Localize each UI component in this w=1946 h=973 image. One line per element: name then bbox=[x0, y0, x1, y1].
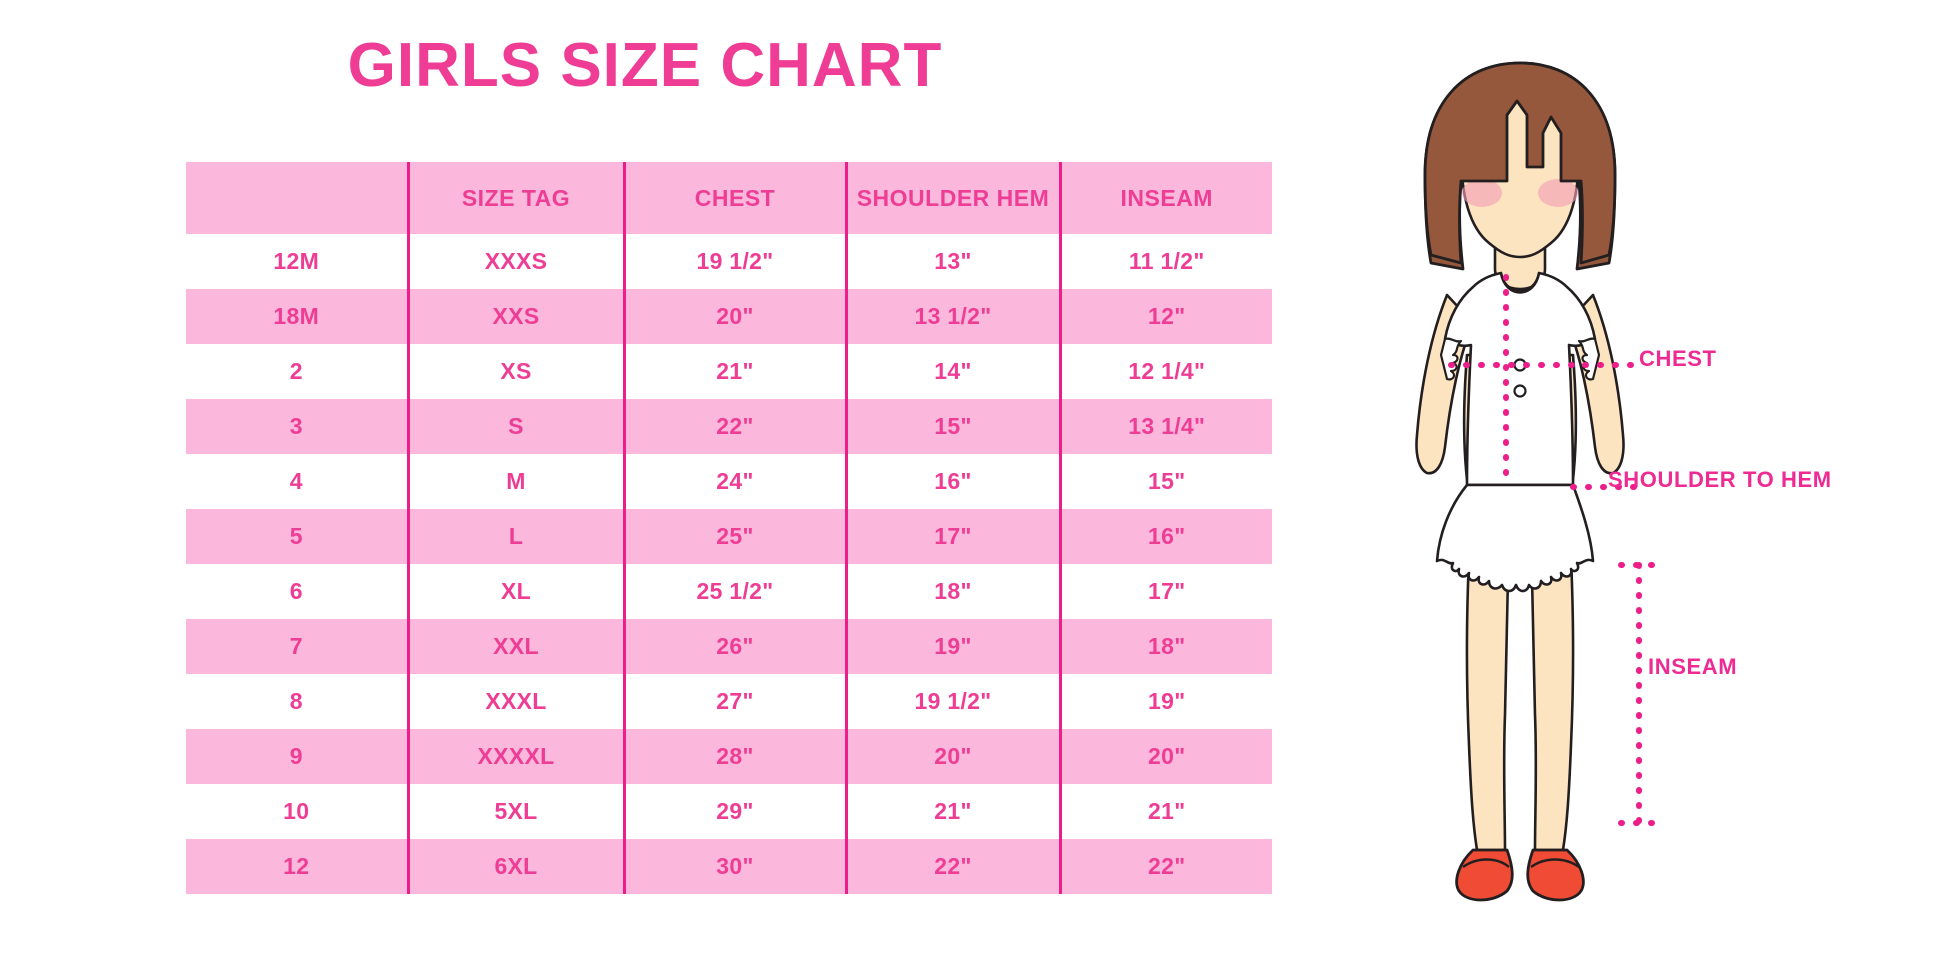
cell-inseam: 20" bbox=[1058, 729, 1272, 784]
cell-chest: 30" bbox=[622, 839, 846, 894]
cell-shoulder-hem: 13 1/2" bbox=[844, 289, 1060, 344]
cell-chest: 24" bbox=[622, 454, 846, 509]
cell-inseam: 12" bbox=[1058, 289, 1272, 344]
shoe-left bbox=[1455, 848, 1514, 902]
cell-size-tag: XXXL bbox=[406, 674, 624, 729]
shoe-right bbox=[1526, 848, 1585, 902]
cell-chest: 28" bbox=[622, 729, 846, 784]
cell-chest: 22" bbox=[622, 399, 846, 454]
cell-inseam: 18" bbox=[1058, 619, 1272, 674]
table-row: 4 M 24" 16" 15" bbox=[186, 454, 1272, 509]
table-row: 5 L 25" 17" 16" bbox=[186, 509, 1272, 564]
column-header-inseam: INSEAM bbox=[1058, 162, 1272, 234]
cell-inseam: 22" bbox=[1058, 839, 1272, 894]
cell-inseam: 11 1/2" bbox=[1058, 234, 1272, 289]
table-row: 18M XXS 20" 13 1/2" 12" bbox=[186, 289, 1272, 344]
cell-shoulder-hem: 17" bbox=[844, 509, 1060, 564]
table-row: 8 XXXL 27" 19 1/2" 19" bbox=[186, 674, 1272, 729]
cell-shoulder-hem: 20" bbox=[844, 729, 1060, 784]
cell-inseam: 13 1/4" bbox=[1058, 399, 1272, 454]
table-row: 10 5XL 29" 21" 21" bbox=[186, 784, 1272, 839]
cell-size-tag: M bbox=[406, 454, 624, 509]
blush-right bbox=[1538, 179, 1578, 207]
table-row: 9 XXXXL 28" 20" 20" bbox=[186, 729, 1272, 784]
table-row: 3 S 22" 15" 13 1/4" bbox=[186, 399, 1272, 454]
cell-inseam: 16" bbox=[1058, 509, 1272, 564]
cell-size: 3 bbox=[186, 399, 408, 454]
cell-chest: 29" bbox=[622, 784, 846, 839]
cell-size-tag: XXS bbox=[406, 289, 624, 344]
cell-shoulder-hem: 19" bbox=[844, 619, 1060, 674]
column-header-shoulder-hem: SHOULDER HEM bbox=[844, 162, 1060, 234]
cell-shoulder-hem: 14" bbox=[844, 344, 1060, 399]
cell-shoulder-hem: 22" bbox=[844, 839, 1060, 894]
label-shoulder-to-hem: SHOULDER TO HEM bbox=[1608, 467, 1832, 492]
column-header-size bbox=[186, 162, 408, 234]
cell-size: 8 bbox=[186, 674, 408, 729]
cell-inseam: 15" bbox=[1058, 454, 1272, 509]
table-row: 7 XXL 26" 19" 18" bbox=[186, 619, 1272, 674]
blush-left bbox=[1462, 179, 1502, 207]
cell-inseam: 19" bbox=[1058, 674, 1272, 729]
page-title: GIRLS SIZE CHART bbox=[347, 31, 943, 100]
table-row: 6 XL 25 1/2" 18" 17" bbox=[186, 564, 1272, 619]
cell-size: 5 bbox=[186, 509, 408, 564]
cell-chest: 26" bbox=[622, 619, 846, 674]
cell-size: 12M bbox=[186, 234, 408, 289]
cell-inseam: 12 1/4" bbox=[1058, 344, 1272, 399]
cell-size-tag: L bbox=[406, 509, 624, 564]
cell-inseam: 17" bbox=[1058, 564, 1272, 619]
cell-shoulder-hem: 19 1/2" bbox=[844, 674, 1060, 729]
cell-size: 10 bbox=[186, 784, 408, 839]
table-row: 12M XXXS 19 1/2" 13" 11 1/2" bbox=[186, 234, 1272, 289]
cell-size-tag: S bbox=[406, 399, 624, 454]
size-chart-table: SIZE TAG CHEST SHOULDER HEM INSEAM 12M X… bbox=[186, 162, 1272, 894]
cell-chest: 19 1/2" bbox=[622, 234, 846, 289]
cell-size-tag: XL bbox=[406, 564, 624, 619]
table-row: 2 XS 21" 14" 12 1/4" bbox=[186, 344, 1272, 399]
label-chest: CHEST bbox=[1639, 346, 1717, 371]
cell-size-tag: XXXS bbox=[406, 234, 624, 289]
cell-size: 6 bbox=[186, 564, 408, 619]
cell-size-tag: XXL bbox=[406, 619, 624, 674]
cell-chest: 25 1/2" bbox=[622, 564, 846, 619]
table-row: 12 6XL 30" 22" 22" bbox=[186, 839, 1272, 894]
cell-size: 7 bbox=[186, 619, 408, 674]
cell-shoulder-hem: 13" bbox=[844, 234, 1060, 289]
cell-size-tag: 5XL bbox=[406, 784, 624, 839]
cell-chest: 25" bbox=[622, 509, 846, 564]
cell-size: 2 bbox=[186, 344, 408, 399]
cell-chest: 20" bbox=[622, 289, 846, 344]
table-header-row: SIZE TAG CHEST SHOULDER HEM INSEAM bbox=[186, 162, 1272, 234]
cell-inseam: 21" bbox=[1058, 784, 1272, 839]
button-lower bbox=[1513, 384, 1527, 398]
cell-chest: 27" bbox=[622, 674, 846, 729]
label-inseam: INSEAM bbox=[1648, 654, 1738, 679]
cell-size: 9 bbox=[186, 729, 408, 784]
cell-shoulder-hem: 18" bbox=[844, 564, 1060, 619]
cell-shoulder-hem: 15" bbox=[844, 399, 1060, 454]
column-header-chest: CHEST bbox=[622, 162, 846, 234]
cell-size: 12 bbox=[186, 839, 408, 894]
cell-size-tag: XXXXL bbox=[406, 729, 624, 784]
cell-size-tag: 6XL bbox=[406, 839, 624, 894]
cell-size-tag: XS bbox=[406, 344, 624, 399]
cell-shoulder-hem: 16" bbox=[844, 454, 1060, 509]
cell-size: 18M bbox=[186, 289, 408, 344]
cell-shoulder-hem: 21" bbox=[844, 784, 1060, 839]
cell-chest: 21" bbox=[622, 344, 846, 399]
girl-figure-illustration bbox=[1355, 55, 1685, 945]
cell-size: 4 bbox=[186, 454, 408, 509]
column-header-size-tag: SIZE TAG bbox=[406, 162, 624, 234]
